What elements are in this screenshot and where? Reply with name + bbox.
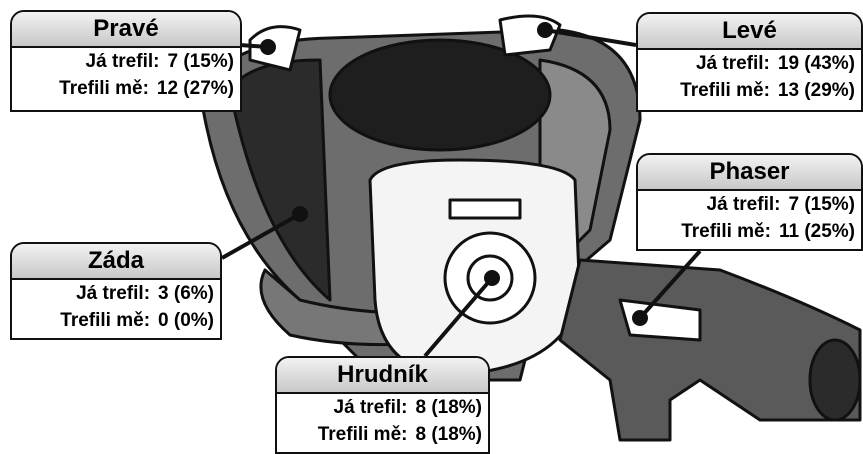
hit-point — [262, 41, 274, 53]
stat-value: 19 (43%) — [778, 50, 855, 77]
stat-value: 11 (25%) — [779, 218, 855, 245]
stat-row: Já trefil: 7 (15%) — [12, 48, 240, 75]
stat-row: Já trefil: 19 (43%) — [638, 50, 861, 77]
stat-label: Já trefil: — [334, 394, 408, 421]
stat-label: Trefili mě: — [60, 307, 150, 334]
stat-value: 7 (15%) — [167, 48, 234, 75]
callout-title: Hrudník — [277, 358, 488, 394]
stat-row: Já trefil: 7 (15%) — [638, 191, 861, 218]
stat-label: Trefili mě: — [59, 75, 149, 102]
stat-value: 3 (6%) — [158, 280, 214, 307]
stat-row: Trefili mě: 0 (0%) — [12, 307, 220, 334]
stat-row: Trefili mě: 13 (29%) — [638, 77, 861, 104]
stat-label: Trefili mě: — [681, 218, 771, 245]
stat-label: Trefili mě: — [680, 77, 770, 104]
callout-title: Levé — [638, 14, 861, 50]
stat-label: Trefili mě: — [318, 421, 408, 448]
stat-row: Trefili mě: 11 (25%) — [638, 218, 861, 245]
hit-point — [486, 272, 498, 284]
callout-title: Pravé — [12, 12, 240, 48]
stat-value: 8 (18%) — [415, 394, 482, 421]
stat-value: 12 (27%) — [157, 75, 234, 102]
stat-label: Já trefil: — [86, 48, 160, 75]
stat-row: Já trefil: 3 (6%) — [12, 280, 220, 307]
hit-point — [539, 24, 551, 36]
callout-title: Záda — [12, 244, 220, 280]
stat-value: 7 (15%) — [788, 191, 855, 218]
stat-label: Já trefil: — [707, 191, 781, 218]
stat-value: 13 (29%) — [778, 77, 855, 104]
stat-row: Já trefil: 8 (18%) — [277, 394, 488, 421]
hit-point — [294, 208, 306, 220]
stat-label: Já trefil: — [76, 280, 150, 307]
stat-row: Trefili mě: 8 (18%) — [277, 421, 488, 448]
stat-label: Já trefil: — [696, 50, 770, 77]
stat-value: 0 (0%) — [158, 307, 214, 334]
hit-point — [634, 312, 646, 324]
stat-row: Trefili mě: 12 (27%) — [12, 75, 240, 102]
callout-title: Phaser — [638, 155, 861, 191]
stat-value: 8 (18%) — [415, 421, 482, 448]
page: (() => { const data = JSON.parse(documen… — [0, 0, 863, 454]
